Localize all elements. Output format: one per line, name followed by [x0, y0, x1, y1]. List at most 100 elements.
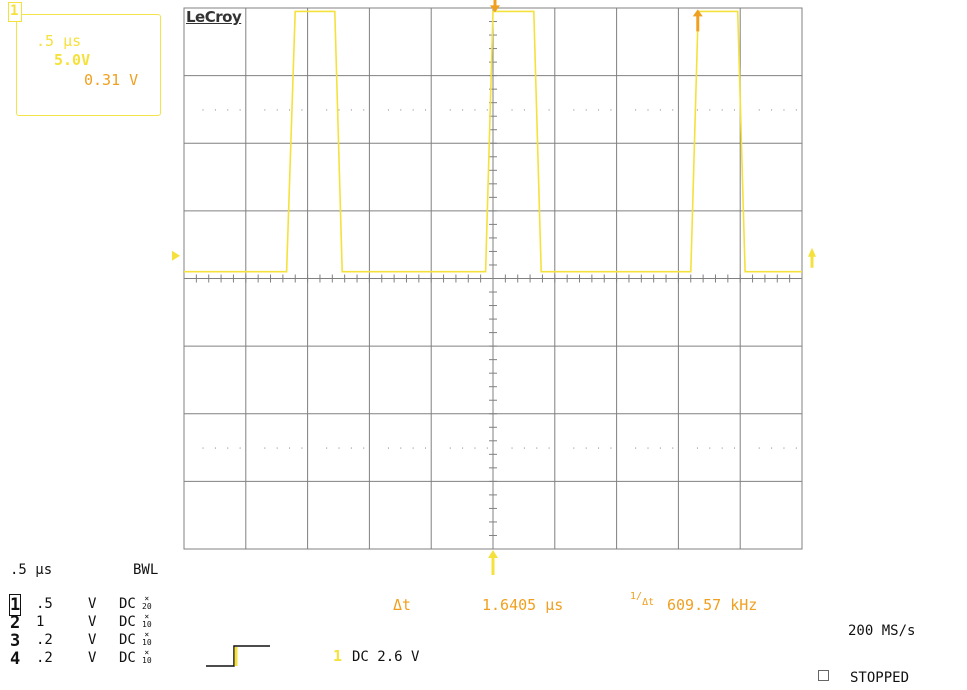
dot-mark	[783, 109, 785, 111]
dot-mark	[338, 447, 340, 449]
probe-value: 20	[142, 602, 152, 611]
dot-mark	[425, 109, 427, 111]
freq-label-num: 1	[630, 591, 637, 602]
delta-t-value: 1.6405 µs	[482, 596, 564, 614]
dot-mark	[387, 447, 389, 449]
waveform-trace	[184, 10, 802, 273]
dot-mark	[721, 109, 723, 111]
channel-scale: .5	[36, 596, 53, 612]
trigger-setting[interactable]: DC 2.6 V	[352, 649, 420, 665]
dot-mark	[326, 109, 328, 111]
dot-mark	[610, 109, 612, 111]
dot-mark	[647, 109, 649, 111]
channel-number: 3	[10, 631, 21, 651]
sample-rate: 200 MS/s	[848, 623, 916, 639]
dot-mark	[523, 447, 525, 449]
dot-mark	[350, 447, 352, 449]
waveform-line	[184, 10, 802, 273]
dot-mark	[771, 109, 773, 111]
channel-scale: 1	[36, 614, 45, 630]
dot-mark	[795, 447, 797, 449]
dot-mark	[659, 447, 661, 449]
dot-mark	[276, 109, 278, 111]
dot-mark	[598, 109, 600, 111]
dot-mark	[548, 109, 550, 111]
dot-mark	[227, 109, 229, 111]
dot-mark	[610, 447, 612, 449]
channel-row-2[interactable]: 2 1 V DC × 10	[10, 613, 152, 634]
box-volt-div: 5.0V	[54, 51, 91, 69]
dot-mark	[350, 109, 352, 111]
dot-mark	[647, 447, 649, 449]
cursor-2-marker	[692, 9, 703, 17]
dot-mark	[672, 447, 674, 449]
dot-mark	[511, 447, 513, 449]
channel-info-box[interactable]	[16, 14, 161, 116]
probe-value: 10	[142, 638, 152, 647]
dot-mark	[462, 109, 464, 111]
dot-mark	[598, 447, 600, 449]
ground-level-marker	[172, 250, 180, 261]
dot-mark	[462, 447, 464, 449]
freq-label-den: Δt	[642, 597, 655, 608]
box-offset: 0.31 V	[84, 71, 139, 89]
dot-mark	[400, 109, 402, 111]
trigger-channel: 1	[333, 647, 343, 665]
dot-mark	[585, 109, 587, 111]
dot-mark	[202, 447, 204, 449]
probe-value: 10	[142, 620, 152, 629]
delta-t-label: Δt	[393, 596, 412, 614]
dot-mark	[795, 109, 797, 111]
channel-scale: .2	[36, 632, 53, 648]
dot-mark	[585, 447, 587, 449]
trigger-edge-icon	[206, 645, 270, 667]
dot-mark	[425, 447, 427, 449]
channel-1-tab[interactable]: 1	[8, 2, 22, 22]
dot-mark	[264, 447, 266, 449]
dot-mark	[400, 447, 402, 449]
dot-mark	[214, 447, 216, 449]
dot-mark	[276, 447, 278, 449]
dot-mark	[536, 447, 538, 449]
channel-coupling: DC	[119, 650, 136, 666]
channel-coupling: DC	[119, 596, 136, 612]
channel-unit: V	[88, 614, 97, 630]
channel-coupling: DC	[119, 632, 136, 648]
freq-value: 609.57 kHz	[667, 596, 758, 614]
markers	[172, 0, 816, 575]
dot-mark	[573, 447, 575, 449]
bwl-label[interactable]: BWL	[133, 562, 159, 578]
channel-coupling: DC	[119, 614, 136, 630]
dot-mark	[363, 109, 365, 111]
acquisition-status[interactable]: STOPPED	[850, 670, 910, 686]
dot-mark	[696, 109, 698, 111]
dot-mark	[635, 109, 637, 111]
probe-value: 10	[142, 656, 152, 665]
dot-mark	[214, 109, 216, 111]
dot-mark	[239, 109, 241, 111]
dot-mark	[486, 447, 488, 449]
dot-mark	[301, 109, 303, 111]
dot-mark	[783, 447, 785, 449]
trigger-position-marker	[488, 550, 498, 558]
dot-mark	[573, 109, 575, 111]
dot-mark	[709, 109, 711, 111]
dot-mark	[449, 447, 451, 449]
box-time-div: .5 µs	[36, 32, 82, 50]
dot-mark	[696, 447, 698, 449]
dot-mark	[289, 447, 291, 449]
channel-row-3[interactable]: 3 .2 V DC × 10	[10, 631, 152, 652]
dot-mark	[449, 109, 451, 111]
probe-attenuation: × 20	[142, 594, 152, 611]
dot-mark	[758, 109, 760, 111]
brand-logo: LeCroy	[186, 8, 242, 26]
status-checkbox[interactable]	[818, 670, 829, 681]
dot-mark	[734, 447, 736, 449]
channel-number: 2	[10, 613, 21, 633]
dot-mark	[363, 447, 365, 449]
channel-unit: V	[88, 650, 97, 666]
dot-mark	[412, 447, 414, 449]
channel-row-4[interactable]: 4 .2 V DC × 10	[10, 649, 152, 670]
channel-row-1[interactable]: 1 .5 V DC × 20	[8, 594, 152, 616]
probe-attenuation: × 10	[142, 648, 152, 665]
